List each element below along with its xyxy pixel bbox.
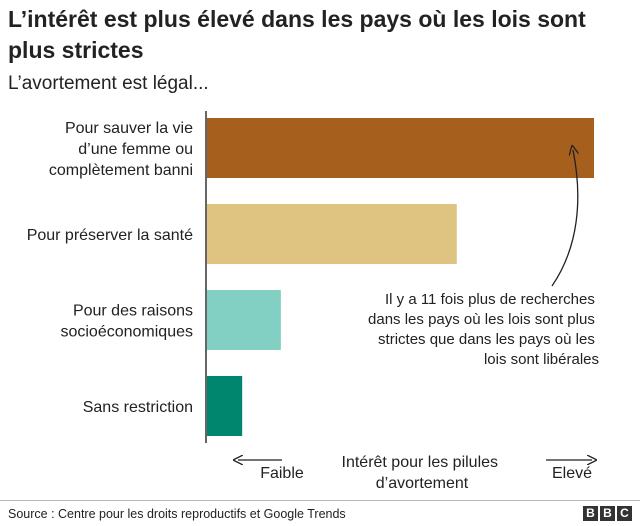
logo-letter: B (583, 506, 598, 521)
category-label-line: complètement banni (49, 162, 193, 179)
annotation-text: Il y a 11 fois plus de recherches dans l… (368, 291, 599, 368)
annotation-line: lois sont libérales (484, 351, 599, 368)
chart-subtitle: L’avortement est légal... (8, 73, 209, 94)
chart-title: L’intérêt est plus élevé dans les pays o… (8, 6, 586, 63)
axis-title: Intérêt pour les pilules d’avortement (342, 454, 503, 492)
category-label-line: Pour sauver la vie (65, 120, 193, 137)
logo-letter: B (600, 506, 615, 521)
footer: Source : Centre pour les droits reproduc… (0, 500, 640, 526)
category-label: Pour des raisons socioéconomiques (60, 303, 193, 341)
bar (207, 290, 281, 350)
category-label-line: Sans restriction (83, 399, 193, 416)
annotation-line: Il y a 11 fois plus de recherches (385, 291, 595, 308)
bar (207, 204, 457, 264)
category-label-line: socioéconomiques (60, 324, 193, 341)
axis-high-label: Elevé (552, 465, 592, 482)
category-label: Pour préserver la santé (27, 227, 193, 244)
bar (207, 118, 594, 178)
source-text: Source : Centre pour les droits reproduc… (8, 507, 346, 521)
axis-title-line: Intérêt pour les pilules (342, 454, 499, 471)
bar-chart: Pour sauver la vie d’une femme ou complète… (27, 111, 599, 492)
category-label-line: Pour préserver la santé (27, 227, 193, 244)
annotation-arrow (551, 150, 578, 287)
logo-letter: C (617, 506, 632, 521)
annotation-line: strictes que dans les pays où les (378, 331, 595, 348)
category-label: Pour sauver la vie d’une femme ou complète… (49, 120, 193, 179)
category-label-line: Pour des raisons (73, 303, 193, 320)
annotation-line: dans les pays où les lois sont plus (368, 311, 595, 328)
axis-low-label: Faible (260, 465, 304, 482)
category-label-line: d’une femme ou (78, 141, 193, 158)
bar (207, 376, 243, 436)
category-label: Sans restriction (83, 399, 193, 416)
bbc-logo: B B C (583, 506, 632, 521)
axis-title-line: d’avortement (376, 475, 469, 492)
